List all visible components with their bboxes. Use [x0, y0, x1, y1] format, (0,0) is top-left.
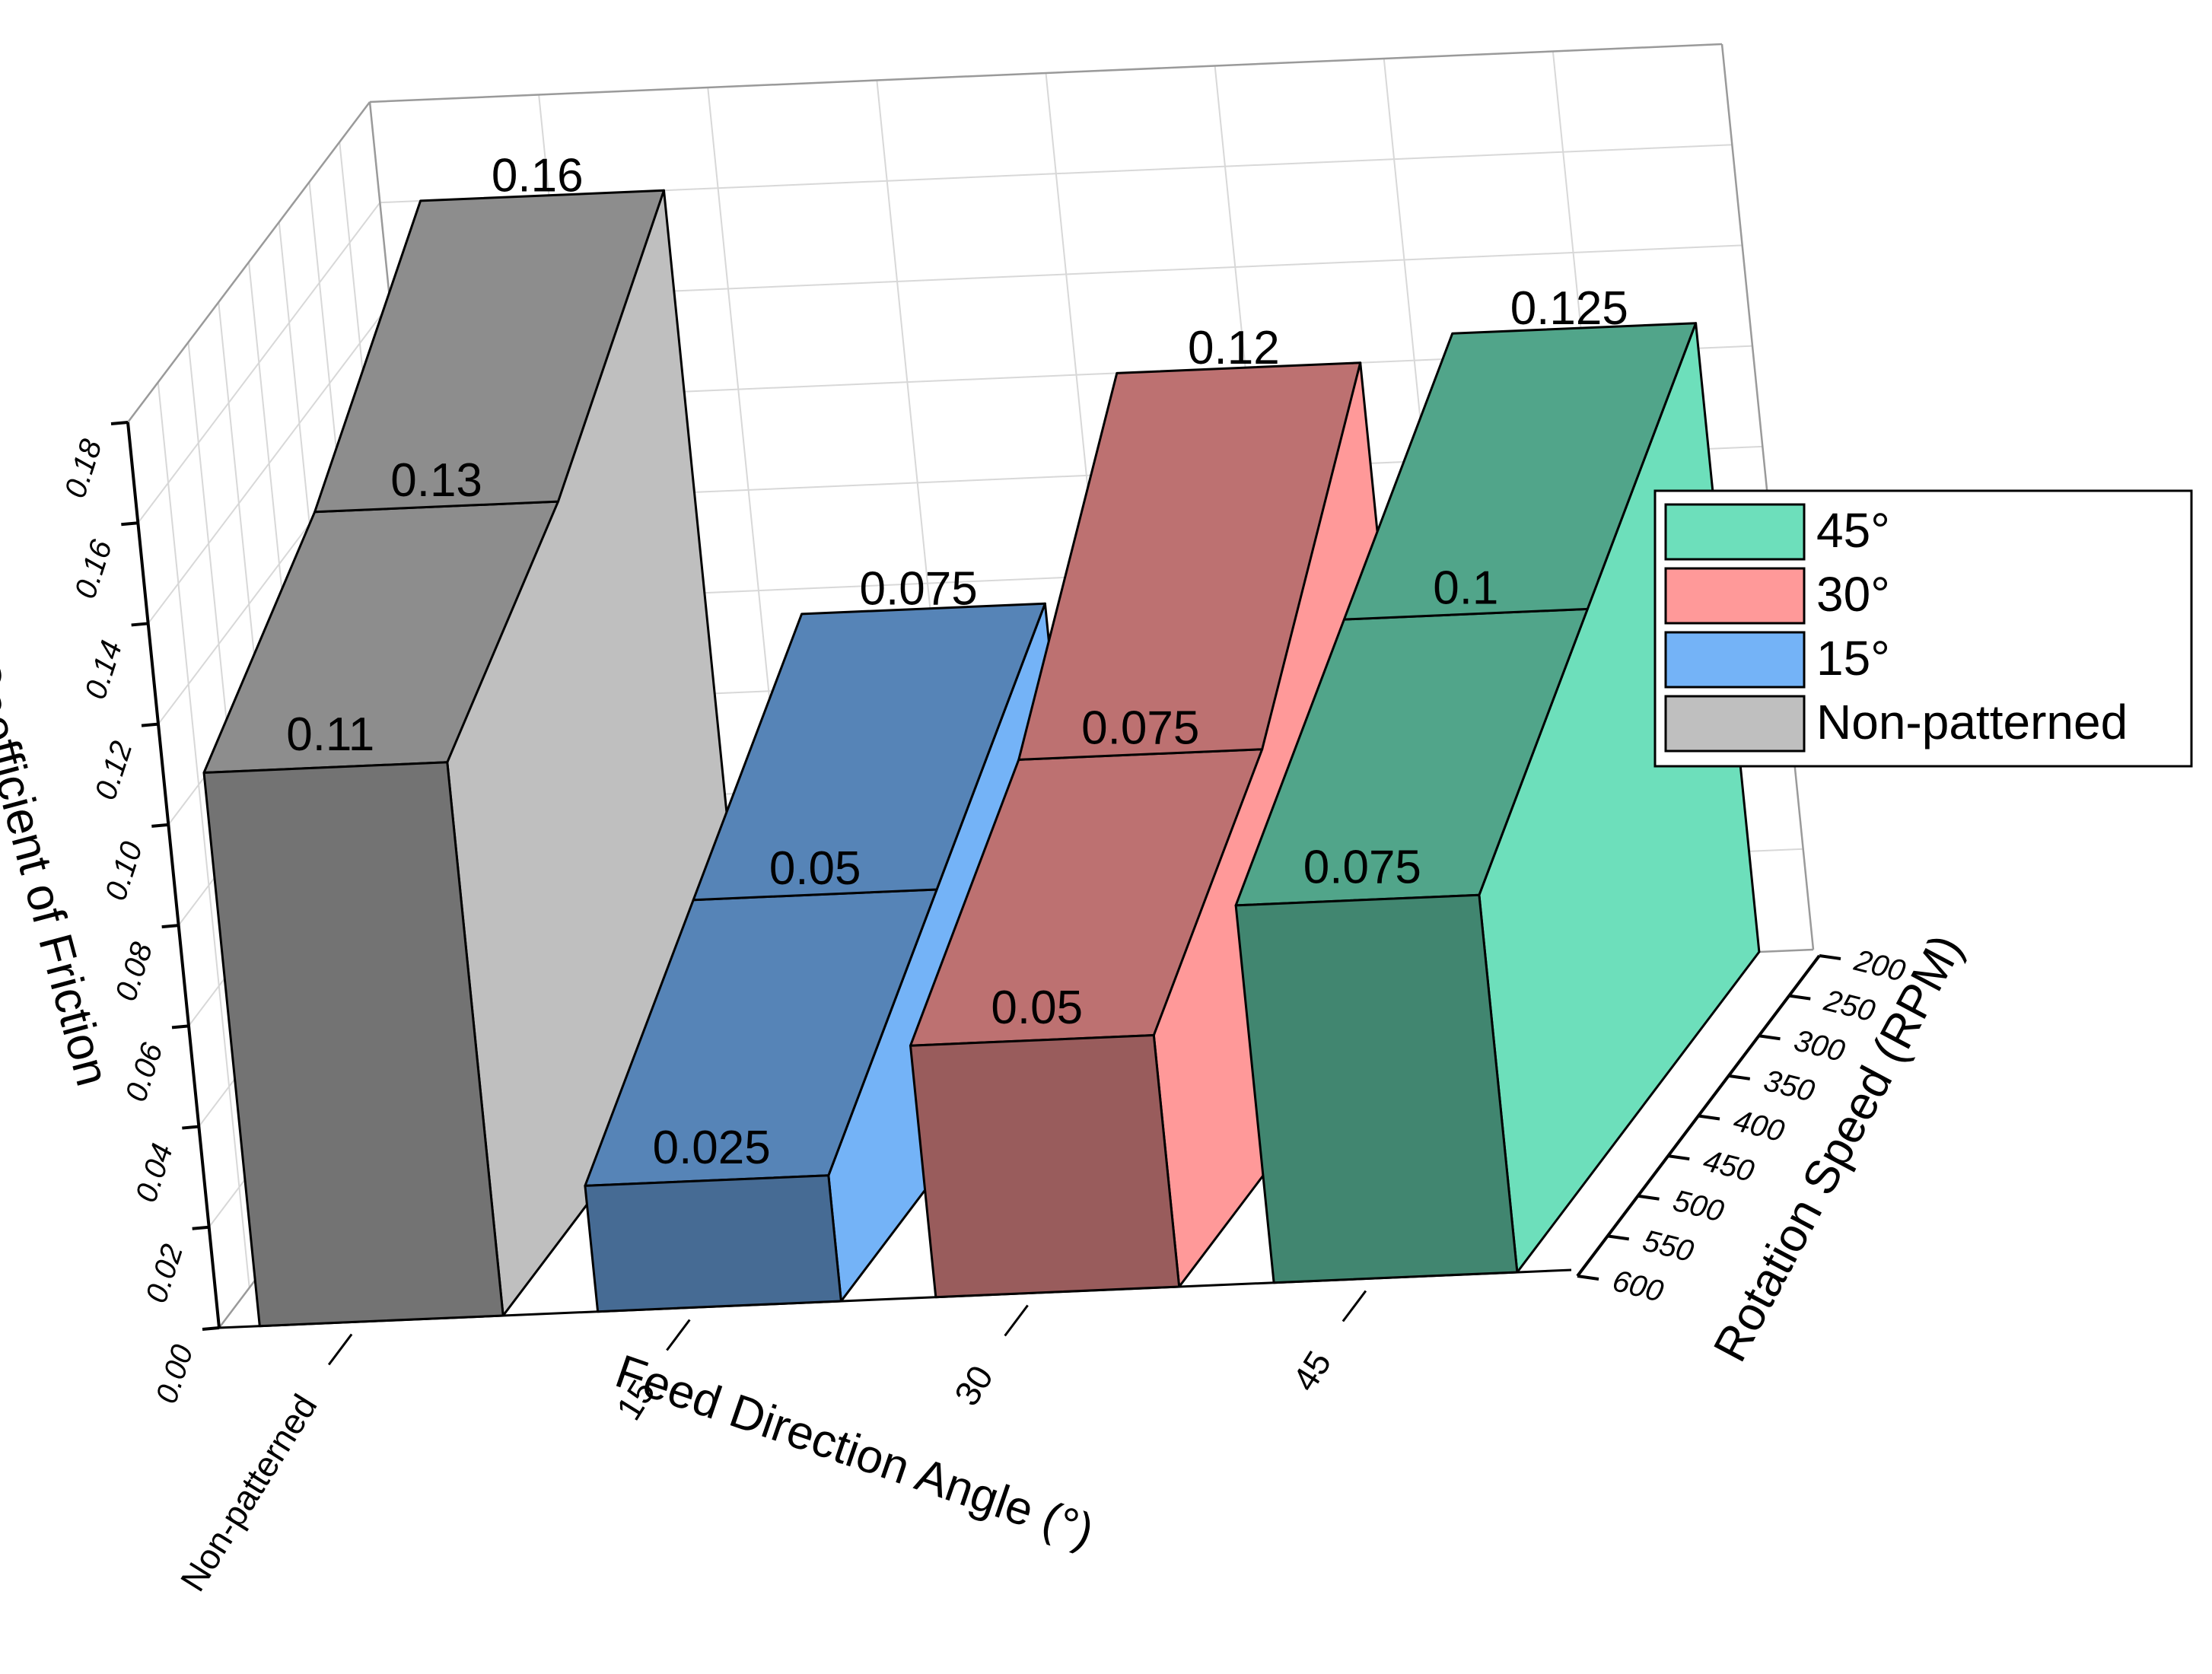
y-tick-mark [1698, 1114, 1720, 1121]
z-tick-label: 0.10 [99, 838, 149, 905]
z-tick-label: 0.14 [78, 637, 129, 704]
legend-swatch [1664, 503, 1806, 561]
y-tick-label: 450 [1700, 1144, 1757, 1189]
legend-swatch [1664, 567, 1806, 625]
bar-value-label: 0.16 [492, 150, 584, 202]
bar-value-label: 0.11 [286, 708, 374, 761]
legend-label: 15° [1816, 631, 1890, 686]
z-axis-title: Coefficient of Friction [0, 651, 119, 1091]
bar-front-face [202, 761, 504, 1328]
z-tick-mark [110, 421, 129, 425]
x-tick-label: 45 [1284, 1344, 1338, 1398]
bar-value-label: 0.125 [1510, 282, 1628, 335]
y-tick-mark [1638, 1194, 1660, 1201]
y-tick-mark [1607, 1234, 1630, 1241]
x-tick-mark [1004, 1304, 1029, 1337]
z-tick-label: 0.00 [150, 1341, 200, 1408]
bar-top-face [1342, 322, 1698, 621]
axis-box-edge [369, 43, 1723, 103]
y-tick-label: 400 [1730, 1104, 1787, 1149]
y-tick-label: 250 [1820, 983, 1878, 1028]
z-tick-label: 0.16 [68, 536, 119, 603]
z-tick-mark [151, 823, 169, 828]
bar-value-label: 0.075 [1081, 702, 1199, 755]
bar-value-label: 0.025 [653, 1122, 771, 1174]
z-tick-label: 0.18 [59, 434, 109, 501]
bar-value-label: 0.05 [991, 982, 1083, 1034]
z-tick-mark [121, 521, 138, 527]
y-tick-label: 500 [1669, 1184, 1727, 1229]
bar-value-label: 0.05 [769, 842, 861, 895]
x-tick-label: 30 [947, 1358, 1001, 1412]
z-tick-label: 0.12 [89, 737, 139, 804]
z-tick-mark [141, 722, 159, 727]
z-tick-mark [182, 1125, 199, 1130]
y-tick-mark [1667, 1154, 1690, 1161]
x-tick-mark [666, 1319, 691, 1351]
bars-layer [202, 189, 1761, 1328]
legend-label: 45° [1816, 503, 1890, 558]
legend-swatch [1664, 631, 1806, 689]
z-tick-mark [161, 924, 179, 929]
y-tick-label: 350 [1761, 1064, 1818, 1109]
legend: 45° 30° 15° Non-patterned [1653, 489, 2193, 768]
z-tick-label: 0.04 [129, 1140, 180, 1207]
bar-value-label: 0.12 [1188, 322, 1280, 374]
legend-swatch [1664, 695, 1806, 753]
side-wall-gridline [157, 382, 250, 1288]
x-tick-mark [1342, 1290, 1367, 1322]
z-tick-mark [192, 1225, 209, 1230]
side-wall-gridline [147, 302, 391, 625]
x-tick-mark [327, 1333, 353, 1366]
z-tick-label: 0.06 [119, 1039, 170, 1106]
legend-label: Non-patterned [1816, 695, 2128, 749]
bar-value-label: 0.13 [390, 454, 482, 507]
y-tick-mark [1577, 1275, 1599, 1281]
y-tick-mark [1758, 1034, 1781, 1041]
bar-value-label: 0.1 [1433, 562, 1498, 614]
z-tick-mark [202, 1326, 220, 1331]
bar-front-face [584, 1174, 842, 1313]
z-tick-label: 0.08 [109, 938, 159, 1005]
value-labels-layer: 0.11 0.13 0.16 0.025 0.05 0.075 0.05 0.075 0.12 0… [286, 150, 1628, 1175]
y-tick-mark [1728, 1074, 1751, 1080]
y-tick-label: 550 [1640, 1224, 1697, 1268]
y-tick-mark [1788, 994, 1811, 1001]
bar-front-face [1234, 893, 1519, 1284]
x-axis-title: Feed Direction Angle (°) [609, 1345, 1100, 1558]
bar-top-face [692, 602, 1046, 902]
bar-top-face [1017, 361, 1362, 761]
axis-box-edge [127, 101, 371, 423]
bar-value-label: 0.075 [860, 562, 978, 615]
bar-top-face [313, 189, 665, 514]
bar-front-face [909, 1034, 1181, 1299]
legend-label: 30° [1816, 567, 1890, 622]
z-axis-line [126, 422, 221, 1329]
z-tick-label: 0.02 [139, 1240, 189, 1307]
x-tick-label: Non-patterned [173, 1387, 325, 1598]
bar-value-label: 0.075 [1303, 842, 1421, 894]
y-tick-mark [1819, 954, 1841, 960]
side-wall-gridline [137, 202, 381, 524]
z-tick-mark [131, 622, 148, 627]
y-tick-label: 600 [1609, 1264, 1666, 1309]
z-tick-mark [171, 1024, 189, 1030]
y-tick-label: 300 [1790, 1023, 1848, 1068]
